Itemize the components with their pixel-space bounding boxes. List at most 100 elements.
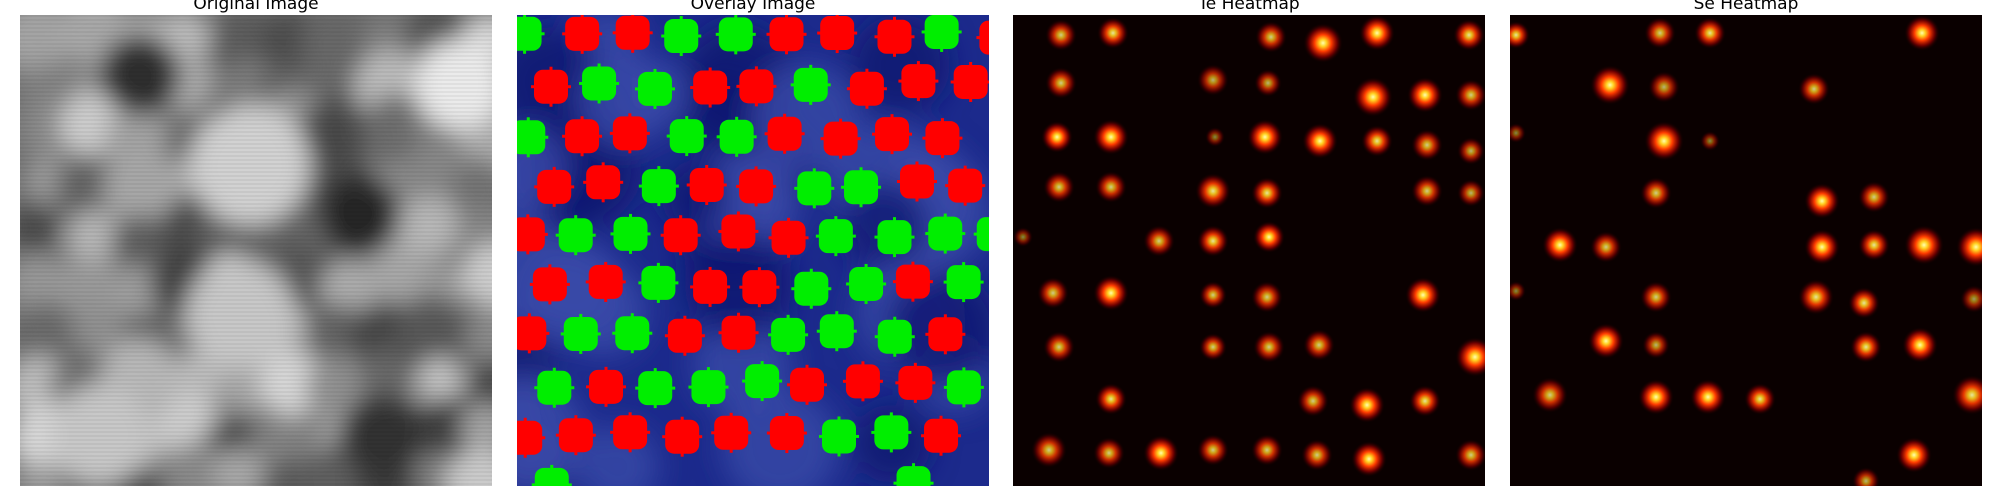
heat-spot [1858,181,1890,213]
heat-spot [1037,277,1069,309]
green-marker [610,213,651,254]
red-marker [766,413,807,454]
heat-spot [1694,17,1726,49]
green-marker [517,15,545,54]
heat-spot [1045,19,1077,51]
heat-spot [1640,177,1672,209]
red-marker [976,20,989,55]
green-marker [638,262,679,303]
green-marker [874,316,915,357]
se-heatmap [1510,15,1982,486]
heat-spot [1353,77,1393,117]
green-marker [893,463,934,486]
heat-spot [1588,323,1624,359]
heat-spot [1197,225,1229,257]
red-marker [583,162,624,203]
heat-spot [1143,225,1175,257]
heat-spot [1850,331,1882,363]
red-marker [736,66,777,107]
green-marker [612,313,653,354]
red-marker [736,166,777,207]
heat-spot [1960,285,1982,313]
heat-spot [1351,441,1387,477]
heat-spot [1254,69,1282,97]
green-marker [791,268,832,309]
red-marker [529,264,570,305]
red-marker [690,67,731,108]
heat-spot [1798,73,1830,105]
red-marker [660,215,701,256]
red-marker [766,15,807,55]
green-marker [517,117,549,158]
red-marker [609,113,650,154]
se-heatmap-panel [1510,15,1982,486]
green-marker [560,313,601,354]
red-marker [842,361,883,402]
red-marker [820,118,861,159]
heat-spot [1197,64,1229,96]
green-marker [794,168,835,209]
red-marker [739,267,780,308]
heat-spot [1303,23,1343,63]
heat-spot [1896,437,1932,473]
heat-spot [1510,21,1530,49]
heat-spot [1255,21,1287,53]
original-image [20,15,492,486]
red-marker [586,366,627,407]
red-marker [898,61,939,102]
green-marker [925,213,966,254]
heat-spot [1510,123,1526,143]
heat-spot [1349,387,1385,423]
green-marker [661,16,702,57]
green-marker [666,116,707,157]
heat-spot [1804,183,1840,219]
heat-spot [1798,279,1834,315]
heat-spot [1359,15,1395,51]
heat-spot [1638,379,1674,415]
green-marker [943,262,984,303]
red-marker [925,314,966,355]
red-marker [534,166,575,207]
title-overlay-image: Overlay Image [690,0,816,14]
heat-spot [1904,15,1940,51]
heat-spot [1251,177,1283,209]
te-heatmap [1013,15,1485,486]
title-original-image: Original Image [193,0,319,14]
green-marker [871,412,912,453]
heat-spot [1205,127,1225,147]
heat-spot [1532,377,1568,413]
green-marker [555,215,596,256]
title-se-heatmap: Se Heatmap [1693,0,1799,14]
red-marker [718,211,759,252]
green-marker [715,15,756,55]
heat-spot [1744,383,1776,415]
green-marker [634,68,675,109]
red-marker [764,113,805,154]
red-marker [562,116,603,157]
heat-spot [1253,331,1285,363]
original-image-panel [20,15,492,486]
heat-spot [1197,434,1229,466]
heat-spot [1455,439,1485,471]
red-marker [517,214,548,255]
red-marker [892,261,933,302]
heat-spot [1297,385,1329,417]
heat-spot [1640,281,1672,313]
heat-spot [1199,281,1227,309]
heat-spot [1405,277,1441,313]
heat-spot [1902,327,1938,363]
green-marker [534,367,575,408]
red-marker [530,66,571,107]
heat-spot [1700,131,1720,151]
heat-spot [1097,17,1129,49]
red-marker [612,15,653,53]
red-marker [874,16,915,57]
heat-spot [1590,65,1630,105]
green-marker [921,15,962,52]
heat-spot [1045,67,1077,99]
heat-spot [1642,331,1670,359]
red-marker [950,61,989,102]
heat-spot [1093,437,1125,469]
red-marker [517,417,546,458]
heat-spot [1952,375,1982,415]
